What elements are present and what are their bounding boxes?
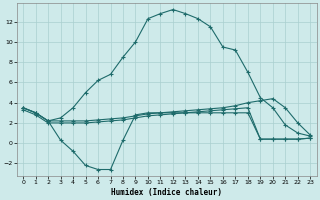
X-axis label: Humidex (Indice chaleur): Humidex (Indice chaleur) bbox=[111, 188, 222, 197]
